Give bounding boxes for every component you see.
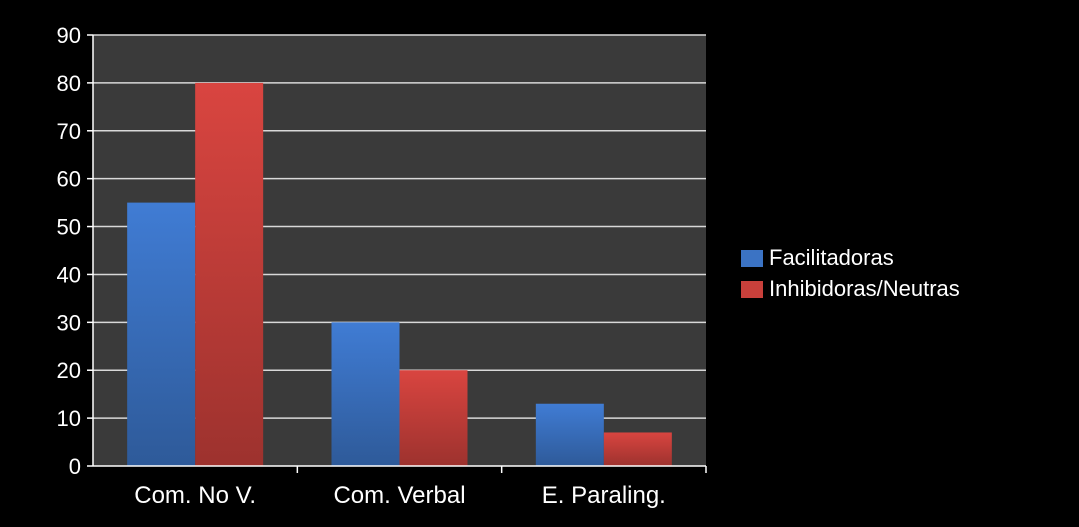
legend-swatch-inhibidoras (741, 281, 763, 298)
y-tick-label: 80 (57, 71, 81, 96)
legend-label-inhibidoras: Inhibidoras/Neutras (769, 276, 960, 301)
y-tick-label: 10 (57, 406, 81, 431)
bar-facilitadoras-2 (535, 403, 604, 466)
y-tick-label: 50 (57, 215, 81, 240)
legend-label-facilitadoras: Facilitadoras (769, 245, 894, 270)
bar-inhibidoras-2 (603, 432, 672, 466)
y-tick-label: 60 (57, 167, 81, 192)
bar-inhibidoras-1 (399, 370, 468, 466)
x-tick-label: E. Paraling. (542, 482, 666, 509)
y-tick-label: 90 (57, 23, 81, 48)
bar-inhibidoras-0 (195, 82, 264, 466)
x-tick-labels: Com. No V. Com. Verbal E. Paraling. (134, 466, 707, 509)
y-tick-label: 20 (57, 358, 81, 383)
legend: Facilitadoras Inhibidoras/Neutras (741, 245, 960, 301)
y-tick-label: 70 (57, 119, 81, 144)
legend-swatch-facilitadoras (741, 250, 763, 267)
x-tick-label: Com. Verbal (333, 482, 465, 509)
bar-facilitadoras-0 (127, 202, 196, 466)
y-tick-labels: 0 10 20 30 40 50 60 70 80 90 (57, 23, 93, 479)
bar-facilitadoras-1 (331, 322, 400, 466)
x-tick-label: Com. No V. (134, 482, 256, 509)
y-tick-label: 40 (57, 262, 81, 287)
axes (92, 35, 706, 467)
bars (127, 82, 672, 466)
y-tick-label: 0 (69, 454, 81, 479)
y-tick-label: 30 (57, 310, 81, 335)
